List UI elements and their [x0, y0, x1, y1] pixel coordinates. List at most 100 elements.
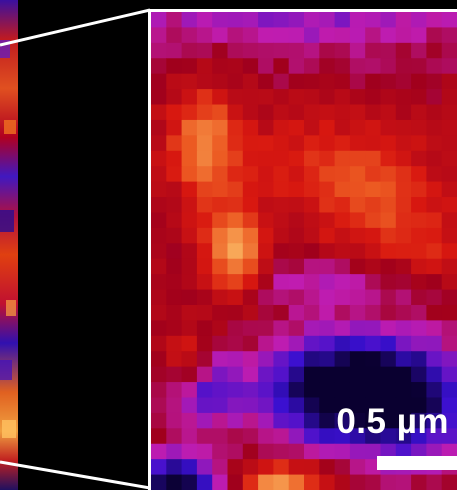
heatmap-pixel	[334, 73, 351, 90]
heatmap-pixel	[273, 58, 290, 75]
heatmap-pixel	[227, 320, 244, 337]
heatmap-pixel	[304, 366, 320, 383]
heatmap-pixel	[196, 73, 213, 90]
heatmap-pixel	[319, 119, 336, 136]
heatmap-pixel	[426, 258, 443, 275]
heatmap-pixel	[288, 58, 305, 75]
heatmap-pixel	[426, 289, 443, 306]
heatmap-pixel	[242, 227, 259, 244]
heatmap-pixel	[196, 227, 213, 244]
heatmap-pixel	[441, 58, 457, 75]
heatmap-pixel	[196, 58, 213, 75]
heatmap-pixel	[212, 135, 229, 152]
heatmap-pixel	[212, 42, 229, 59]
heatmap-pixel	[349, 119, 366, 136]
heatmap-pixel	[181, 197, 198, 214]
heatmap-pixel	[349, 181, 366, 198]
heatmap-pixel	[288, 197, 305, 214]
heatmap-pixel	[212, 397, 229, 414]
heatmap-pixel	[196, 289, 213, 306]
heatmap-pixel	[349, 351, 366, 368]
zoomed-region-panel: 0.5 µm	[148, 9, 457, 490]
heatmap-pixel	[365, 104, 382, 121]
heatmap-pixel	[258, 412, 274, 429]
heatmap-pixel	[212, 443, 229, 460]
heatmap-pixel	[411, 89, 427, 106]
heatmap-pixel	[273, 135, 290, 152]
heatmap-pixel	[395, 412, 412, 429]
heatmap-pixel	[411, 335, 427, 352]
heatmap-pixel	[319, 258, 336, 275]
heatmap-pixel	[380, 382, 397, 399]
heatmap-pixel	[365, 89, 382, 106]
heatmap-pixel	[441, 274, 457, 291]
heatmap-pixel	[365, 289, 382, 306]
heatmap-pixel	[166, 119, 183, 136]
heatmap-pixel	[258, 443, 274, 460]
heatmap-pixel	[242, 58, 259, 75]
heatmap-pixel	[441, 227, 457, 244]
heatmap-pixel	[181, 73, 198, 90]
overview-image-edge	[0, 0, 18, 490]
heatmap-pixel	[395, 289, 412, 306]
heatmap-pixel	[273, 150, 290, 167]
heatmap-pixel	[227, 73, 244, 90]
heatmap-pixel	[334, 104, 351, 121]
heatmap-pixel	[212, 58, 229, 75]
heatmap-pixel	[426, 243, 443, 260]
heatmap-pixel	[395, 27, 412, 44]
heatmap-pixel	[426, 27, 443, 44]
heatmap-pixel	[242, 412, 259, 429]
heatmap-pixel	[349, 304, 366, 321]
heatmap-pixel	[441, 166, 457, 183]
heatmap-pixel	[334, 258, 351, 275]
heatmap-pixel	[258, 89, 274, 106]
heatmap-pixel	[380, 351, 397, 368]
heatmap-pixel	[242, 335, 259, 352]
heatmap-pixel	[441, 335, 457, 352]
heatmap-pixel	[258, 335, 274, 352]
heatmap-pixel	[319, 150, 336, 167]
heatmap-pixel	[380, 104, 397, 121]
heatmap-pixel	[166, 12, 183, 29]
heatmap-pixel	[304, 243, 320, 260]
heatmap-pixel	[273, 197, 290, 214]
heatmap-pixel	[441, 474, 457, 490]
heatmap-pixel	[349, 258, 366, 275]
heatmap-pixel	[273, 243, 290, 260]
heatmap-pixel	[380, 150, 397, 167]
heatmap-pixel	[441, 351, 457, 368]
heatmap-pixel	[334, 181, 351, 198]
heatmap-pixel	[365, 443, 382, 460]
heatmap-pixel	[151, 166, 167, 183]
heatmap-pixel	[166, 382, 183, 399]
heatmap-pixel	[227, 351, 244, 368]
heatmap-pixel	[441, 443, 457, 460]
heatmap-pixel	[395, 42, 412, 59]
heatmap-pixel	[380, 73, 397, 90]
heatmap-pixel	[242, 274, 259, 291]
heatmap-pixel	[196, 412, 213, 429]
heatmap-pixel	[365, 366, 382, 383]
heatmap-pixel	[349, 397, 366, 414]
heatmap-pixel	[181, 428, 198, 445]
heatmap-pixel	[196, 119, 213, 136]
heatmap-pixel	[349, 274, 366, 291]
heatmap-pixel	[151, 304, 167, 321]
heatmap-pixel	[426, 119, 443, 136]
heatmap-pixel	[181, 274, 198, 291]
heatmap-pixel	[227, 274, 244, 291]
heatmap-pixel	[304, 135, 320, 152]
heatmap-pixel	[319, 443, 336, 460]
heatmap-pixel	[365, 12, 382, 29]
heatmap-pixel	[273, 212, 290, 229]
heatmap-pixel	[227, 89, 244, 106]
heatmap-pixel	[426, 397, 443, 414]
heatmap-pixel	[288, 412, 305, 429]
heatmap-pixel	[227, 289, 244, 306]
heatmap-pixel	[166, 366, 183, 383]
heatmap-pixel	[304, 474, 320, 490]
heatmap-pixel	[319, 304, 336, 321]
heatmap-pixel	[380, 258, 397, 275]
heatmap-pixel	[426, 89, 443, 106]
